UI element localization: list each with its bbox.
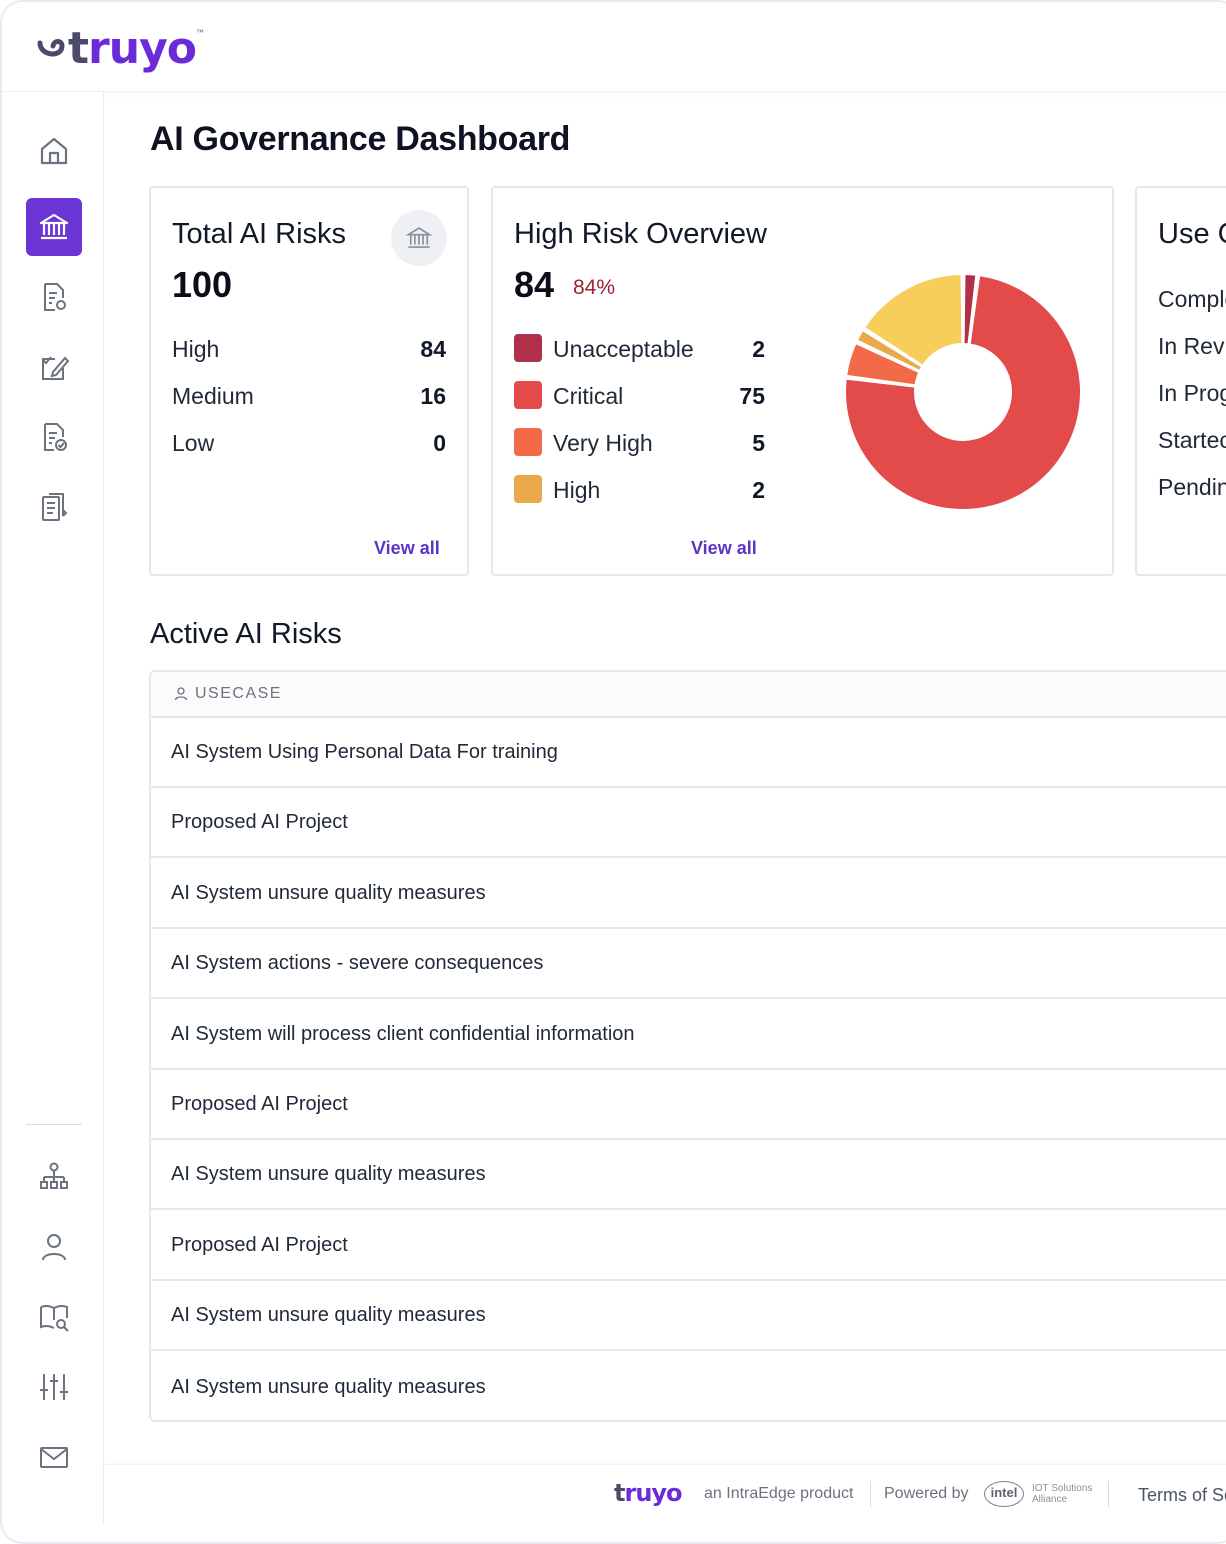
usecase-status-label: Startec xyxy=(1158,427,1226,453)
pencil-check-icon xyxy=(42,356,70,380)
usecase-status-label: Comple xyxy=(1158,286,1226,312)
donut-slice-unacceptable xyxy=(962,272,978,346)
footer-powered-by: Powered by xyxy=(884,1485,969,1502)
footer-product-text: an IntraEdge product xyxy=(704,1485,854,1502)
total-risks-title: Total AI Risks xyxy=(172,218,347,250)
high-risk-view-all-link[interactable]: View all xyxy=(691,538,757,558)
sidebar-item-home[interactable] xyxy=(26,122,82,180)
legend-label: High xyxy=(553,477,601,503)
risk-level-label: Low xyxy=(172,430,215,456)
risk-level-label: High xyxy=(172,336,220,362)
legend-value: 75 xyxy=(739,383,765,409)
table-row[interactable]: AI System unsure quality measures xyxy=(151,1281,1226,1351)
legend-swatch-very-high xyxy=(514,428,542,456)
footer-divider xyxy=(870,1481,871,1507)
usecase-status-card: Use C Comple In Revi In Prog Startec Pen… xyxy=(1135,186,1226,576)
legend-swatch-high xyxy=(514,475,542,503)
legend-value: 5 xyxy=(752,430,765,456)
sidebar-item-users[interactable] xyxy=(26,1218,82,1276)
legend-swatch-unacceptable xyxy=(514,334,542,362)
truyo-logo-mark-icon xyxy=(37,39,65,57)
active-risks-title: Active AI Risks xyxy=(150,618,342,650)
total-risks-card: Total AI Risks 100 High 84 Medium 16 Low… xyxy=(149,186,469,576)
active-risks-table: USECASE AI System Using Personal Data Fo… xyxy=(149,670,1226,1422)
home-icon xyxy=(40,137,68,165)
total-risks-view-all-link[interactable]: View all xyxy=(374,538,440,558)
document-gear-icon xyxy=(44,283,66,311)
risk-level-value: 84 xyxy=(420,336,446,362)
total-risks-badge xyxy=(391,210,447,266)
user-icon xyxy=(174,687,188,701)
table-row[interactable]: Proposed AI Project xyxy=(151,1211,1226,1281)
sidebar-item-book-search[interactable] xyxy=(26,1288,82,1346)
sidebar-item-settings-sliders[interactable] xyxy=(26,1358,82,1416)
usecase-card-title: Use C xyxy=(1158,218,1226,250)
footer: truyo an IntraEdge product Powered by in… xyxy=(104,1464,1226,1524)
sidebar-item-mail[interactable] xyxy=(26,1428,82,1486)
usecase-column-label: USECASE xyxy=(195,685,282,702)
high-risk-percent: 84% xyxy=(573,276,616,299)
table-row[interactable]: AI System unsure quality measures xyxy=(171,1375,486,1398)
sidebar-item-edit-checklist[interactable] xyxy=(26,338,82,396)
legend-label: Critical xyxy=(553,383,624,409)
risk-level-value: 0 xyxy=(433,430,446,456)
legend-label: Unacceptable xyxy=(553,336,694,362)
footer-divider xyxy=(1108,1481,1109,1507)
usecase-status-label: In Revi xyxy=(1158,333,1226,359)
table-row[interactable]: Proposed AI Project xyxy=(151,1070,1226,1140)
table-row[interactable]: AI System unsure quality measures xyxy=(151,859,1226,929)
usecase-status-label: Pendin xyxy=(1158,474,1226,500)
bank-icon xyxy=(39,213,69,240)
sidebar-item-org-chart[interactable] xyxy=(26,1148,82,1206)
intel-logo: intel xyxy=(984,1481,1024,1507)
logo-wordmark: truyo xyxy=(68,23,197,74)
legend-value: 2 xyxy=(752,336,765,362)
high-risk-overview-card: High Risk Overview 84 84% Unacceptable 2… xyxy=(491,186,1114,576)
truyo-logo[interactable]: truyo ™ xyxy=(36,24,204,74)
terms-of-service-link[interactable]: Terms of Se xyxy=(1138,1485,1226,1505)
clipboard-document-icon xyxy=(42,493,68,521)
book-search-icon xyxy=(40,1304,69,1332)
top-header: truyo ™ xyxy=(2,2,1226,92)
legend-label: Very High xyxy=(553,430,653,456)
document-check-icon xyxy=(44,423,67,451)
sliders-icon xyxy=(40,1374,68,1400)
iot-alliance-label: IOT Solutions Alliance xyxy=(1032,1483,1093,1505)
risk-level-value: 16 xyxy=(420,383,446,409)
high-risk-count: 84 xyxy=(514,264,555,305)
page-title: AI Governance Dashboard xyxy=(150,120,571,158)
sidebar-item-document-approved[interactable] xyxy=(26,408,82,466)
donut-slice-critical xyxy=(844,273,1082,511)
donut-slice-very-high xyxy=(844,341,921,387)
legend-value: 2 xyxy=(752,477,765,503)
usecase-status-label: In Prog xyxy=(1158,380,1226,406)
hierarchy-icon xyxy=(40,1162,68,1189)
table-row[interactable]: AI System unsure quality measures xyxy=(151,1140,1226,1210)
sidebar-item-document-settings[interactable] xyxy=(26,268,82,326)
legend-swatch-critical xyxy=(514,381,542,409)
bank-icon xyxy=(405,227,433,248)
high-risk-title: High Risk Overview xyxy=(514,218,767,250)
high-risk-donut-chart xyxy=(844,272,1082,511)
sidebar xyxy=(2,92,104,1524)
sidebar-item-governance[interactable] xyxy=(26,198,82,256)
trademark-mark: ™ xyxy=(195,28,204,37)
usecase-column-header[interactable]: USECASE xyxy=(151,672,1226,718)
footer-truyo-logo[interactable]: truyo xyxy=(614,1479,683,1507)
total-risks-count: 100 xyxy=(172,264,233,305)
donut-slice-high xyxy=(855,328,924,373)
sidebar-divider xyxy=(26,1124,82,1125)
table-row[interactable]: Proposed AI Project xyxy=(151,788,1226,858)
user-icon xyxy=(42,1234,66,1261)
risk-level-label: Medium xyxy=(172,383,254,409)
table-row[interactable]: AI System Using Personal Data For traini… xyxy=(151,718,1226,788)
mail-icon xyxy=(40,1447,68,1468)
table-row[interactable]: AI System will process client confidenti… xyxy=(151,1000,1226,1070)
donut-slice-other xyxy=(862,272,964,368)
sidebar-item-reports[interactable] xyxy=(26,478,82,536)
table-row[interactable]: AI System actions - severe consequences xyxy=(151,929,1226,999)
